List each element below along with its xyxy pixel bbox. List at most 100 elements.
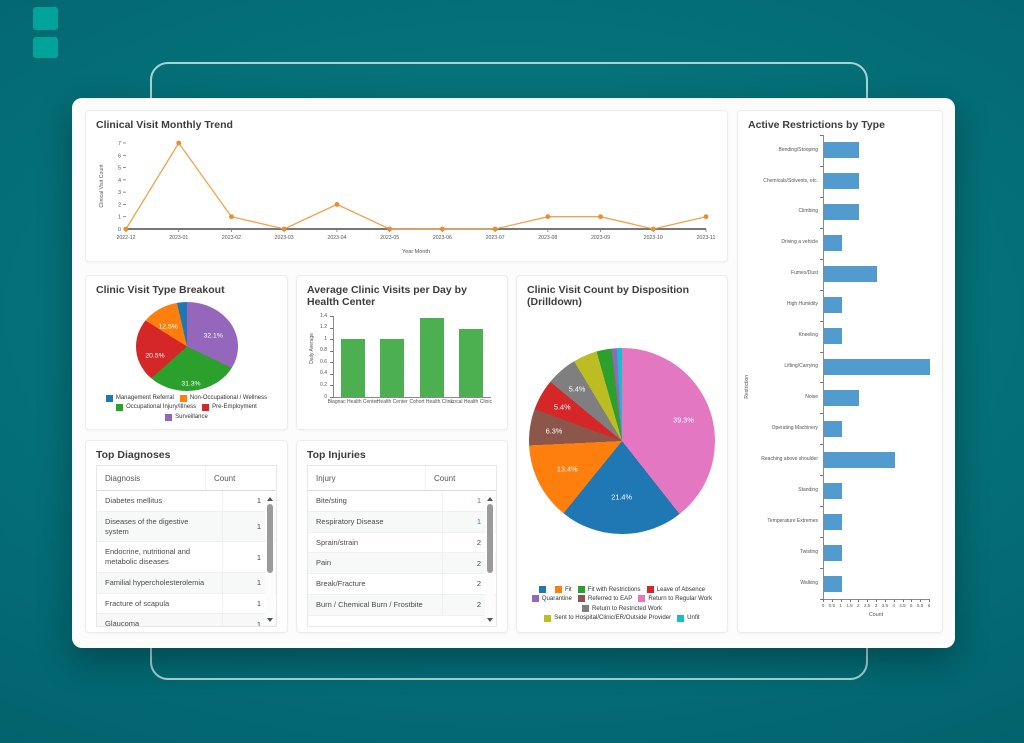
cell-name: Endocrine, nutritional and metabolic dis… xyxy=(105,547,191,566)
panel-clinical-visit-monthly-trend: Clinical Visit Monthly Trend 0 1 2 3 4 5 6 7 202… xyxy=(85,110,728,262)
bar[interactable] xyxy=(824,204,860,221)
bar[interactable] xyxy=(824,266,877,283)
legend-item[interactable]: Quarantine xyxy=(531,595,572,603)
avg-visits-bar-chart[interactable]: 0 0.2 0.4 0.6 0.8 1 1.2 1.4 Blagnac Health Cente… xyxy=(307,312,497,429)
monthly-trend-line-chart[interactable]: 0 1 2 3 4 5 6 7 2022-12 2023-01 2023-02 2023-03 2023… xyxy=(96,135,717,260)
legend-item[interactable]: Surveillance xyxy=(165,414,208,422)
slice-percent-label: 32.1% xyxy=(203,332,223,340)
column-header[interactable]: Count xyxy=(425,466,496,490)
category-label: Operating Machinery xyxy=(771,424,818,431)
scroll-up-arrow[interactable] xyxy=(487,497,493,501)
bar[interactable] xyxy=(824,420,842,437)
legend-item[interactable]: Leave of Absence xyxy=(646,586,705,594)
table-row[interactable]: Break/Fracture 2 xyxy=(308,574,496,595)
legend-swatch xyxy=(105,394,113,402)
data-point[interactable] xyxy=(650,226,656,232)
y-tick-label: 1 xyxy=(118,215,121,221)
data-point[interactable] xyxy=(492,226,498,232)
data-point[interactable] xyxy=(229,214,234,220)
bar[interactable] xyxy=(824,297,842,314)
scroll-down-arrow[interactable] xyxy=(267,618,273,622)
cell-count: 1 xyxy=(222,572,276,593)
bar[interactable] xyxy=(824,235,842,252)
column-header[interactable]: Diagnosis xyxy=(105,474,141,483)
trend-line[interactable] xyxy=(125,141,707,230)
bar[interactable] xyxy=(824,328,842,345)
legend-label: Fit with Restrictions xyxy=(587,585,641,593)
bar[interactable] xyxy=(824,173,860,190)
bar[interactable] xyxy=(419,317,444,397)
bar[interactable] xyxy=(824,482,842,499)
legend-item[interactable]: Non-Occupational / Wellness xyxy=(179,395,267,403)
scroll-down-arrow[interactable] xyxy=(487,618,493,622)
visit-type-pie-chart[interactable]: 32.1% 31.3% 20.5% 12.5% xyxy=(135,302,238,391)
restrictions-hbar-chart[interactable]: Bending/Stooping Chemicals/Solvents, etc.… xyxy=(744,135,934,627)
y-tick xyxy=(330,373,333,375)
cell-name: Break/Fracture xyxy=(316,579,366,588)
y-tick xyxy=(820,506,823,508)
table-row[interactable]: Endocrine, nutritional and metabolic dis… xyxy=(97,542,276,573)
table-row[interactable]: Sprain/strain 2 xyxy=(308,532,496,554)
data-point[interactable] xyxy=(123,226,129,232)
data-point[interactable] xyxy=(439,226,445,232)
scroll-thumb[interactable] xyxy=(267,504,273,573)
bar[interactable] xyxy=(380,339,405,397)
scroll-up-arrow[interactable] xyxy=(267,497,273,501)
table-row[interactable]: Fracture of scapula 1 xyxy=(97,593,276,615)
column-header[interactable]: Count xyxy=(205,466,276,490)
y-tick-label: 2 xyxy=(118,202,121,208)
legend-label: Management Referral xyxy=(115,394,174,401)
bar[interactable] xyxy=(824,451,895,468)
legend-item[interactable] xyxy=(538,585,549,594)
legend-item[interactable]: Sent to Hospital/Clinic/ER/Outside Provi… xyxy=(544,614,671,622)
data-point[interactable] xyxy=(387,226,393,232)
y-tick-label: 7 xyxy=(118,141,121,147)
table-row[interactable]: Burn / Chemical Burn / Frostbite 2 xyxy=(308,594,496,616)
y-tick xyxy=(820,196,823,198)
legend-item[interactable]: Unfit xyxy=(677,614,700,622)
x-tick xyxy=(823,599,824,602)
bar[interactable] xyxy=(824,142,860,159)
bar[interactable] xyxy=(824,359,930,375)
table-row[interactable]: Respiratory Disease 1 xyxy=(308,511,496,533)
y-tick xyxy=(820,135,823,136)
legend-item[interactable]: Pre-Employment xyxy=(202,404,257,412)
legend-item[interactable]: Fit with Restrictions xyxy=(577,585,641,594)
legend-item[interactable]: Return to Regular Work xyxy=(638,595,712,603)
scroll-thumb[interactable] xyxy=(487,504,493,573)
table-row[interactable]: Bite/sting 1 xyxy=(308,491,496,512)
data-point[interactable] xyxy=(598,214,603,220)
table-row[interactable]: Diseases of the digestive system 1 xyxy=(97,511,276,543)
y-tick xyxy=(330,327,333,329)
bar[interactable] xyxy=(824,544,842,561)
y-tick xyxy=(820,568,823,570)
cell-count: 1 xyxy=(222,614,276,626)
cell-count: 2 xyxy=(442,532,496,553)
data-point[interactable] xyxy=(545,214,551,220)
legend-item[interactable]: Referred to EAP xyxy=(577,595,632,603)
table-row[interactable]: Familial hypercholesterolemia 1 xyxy=(97,572,276,594)
table-row[interactable]: Pain 2 xyxy=(308,553,496,574)
legend-item[interactable]: Occupational Injury/Illness xyxy=(116,404,196,412)
legend-swatch xyxy=(116,404,124,412)
bar[interactable] xyxy=(340,339,365,397)
bar[interactable] xyxy=(459,329,484,397)
data-point[interactable] xyxy=(703,214,709,220)
legend-item[interactable]: Management Referral xyxy=(105,394,174,403)
table-scrollbar[interactable] xyxy=(265,494,275,625)
slice-percent-label: 6.3% xyxy=(545,426,563,436)
bar[interactable] xyxy=(824,513,842,530)
column-header[interactable]: Injury xyxy=(316,474,336,483)
disposition-pie-chart[interactable]: 39.3% 21.4% 13.4% 6.3% 5.4% 5.4% xyxy=(529,348,715,534)
legend-item[interactable]: Return to Restricted Work xyxy=(582,605,662,613)
bar[interactable] xyxy=(824,389,860,406)
data-point[interactable] xyxy=(334,202,340,207)
data-point[interactable] xyxy=(176,140,182,146)
table-row[interactable]: Diabetes mellitus 1 xyxy=(97,491,276,512)
table-scrollbar[interactable] xyxy=(485,494,495,625)
y-tick xyxy=(820,351,823,353)
legend-item[interactable]: Fit xyxy=(554,586,572,594)
bar[interactable] xyxy=(824,575,842,592)
table-row[interactable]: Glaucoma 1 xyxy=(97,614,276,626)
data-point[interactable] xyxy=(281,226,287,232)
